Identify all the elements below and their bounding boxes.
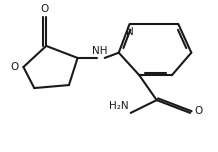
Text: O: O xyxy=(40,3,48,14)
Text: N: N xyxy=(126,27,133,37)
Text: O: O xyxy=(194,106,203,116)
Text: O: O xyxy=(10,62,19,72)
Text: H₂N: H₂N xyxy=(109,101,128,111)
Text: NH: NH xyxy=(92,47,107,56)
